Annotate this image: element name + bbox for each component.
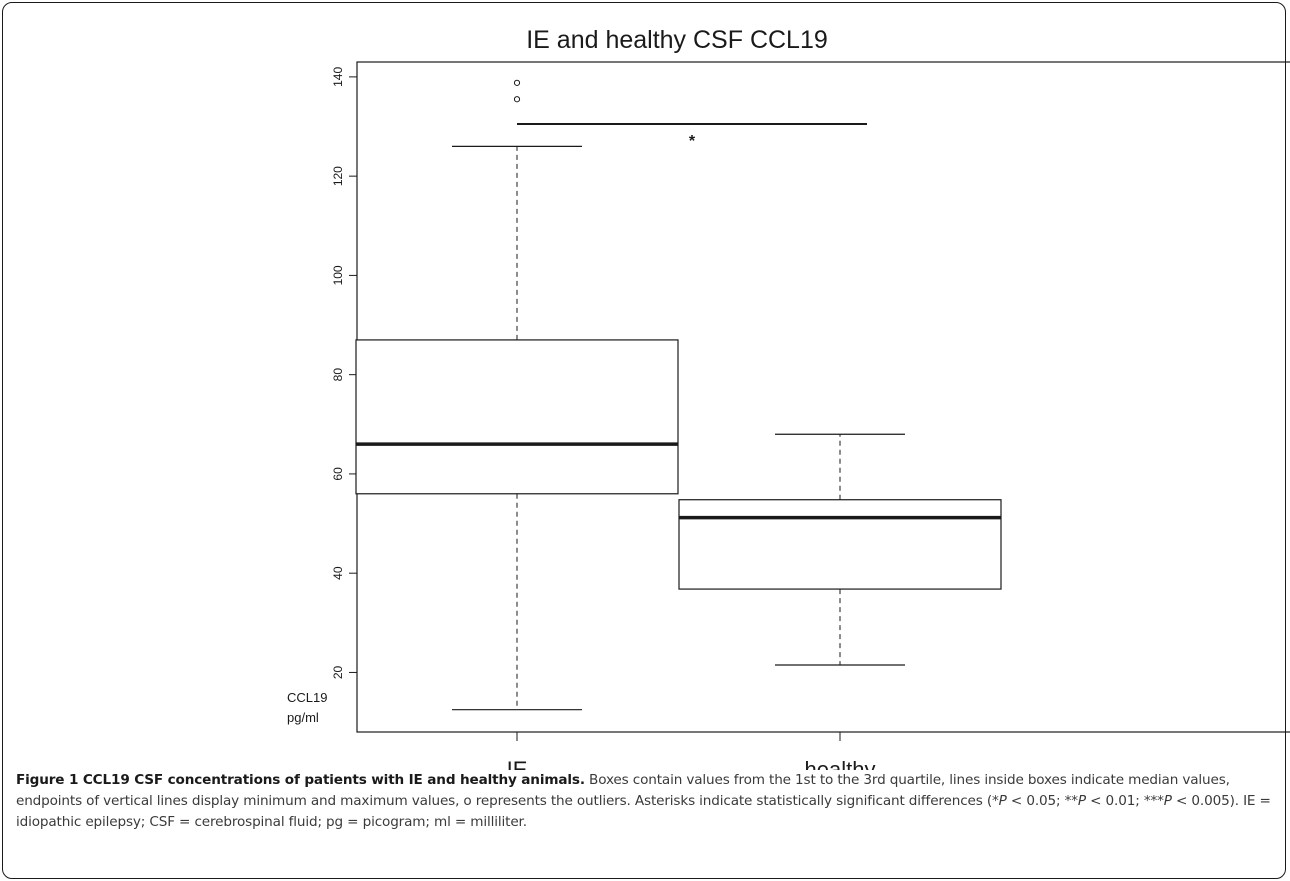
figure-caption: Figure 1 CCL19 CSF concentrations of pat… xyxy=(16,770,1278,833)
caption-sig3-p: P xyxy=(1163,793,1172,809)
caption-sig3-threshold-and-abbreviations: < 0.005). IE = idiopathic epilepsy; CSF … xyxy=(16,793,1271,830)
box-plot-chart: IE and healthy CSF CCL19 20 40 60 80 100 120 1… xyxy=(287,26,1290,770)
y-tick-label-40: 40 xyxy=(331,566,345,580)
caption-sig2-p: P xyxy=(1077,793,1086,809)
caption-title: Figure 1 CCL19 CSF concentrations of pat… xyxy=(16,772,585,788)
significance-group: * xyxy=(517,123,867,150)
caption-sig2-threshold: < 0.01; xyxy=(1085,793,1144,809)
x-tick-label-IE: IE xyxy=(507,757,528,770)
y-tick-label-140: 140 xyxy=(331,67,345,87)
y-axis-label-line1: CCL19 xyxy=(287,690,327,705)
y-tick-label-100: 100 xyxy=(331,265,345,285)
caption-sig2-stars: ** xyxy=(1064,793,1078,809)
y-tick-label-80: 80 xyxy=(331,368,345,382)
caption-body: Boxes contain values from the 1st to the… xyxy=(16,772,1230,809)
y-axis-label-line2: pg/ml xyxy=(287,710,319,725)
y-tick-label-60: 60 xyxy=(331,467,345,481)
y-tick-label-20: 20 xyxy=(331,665,345,679)
box-rect-IE xyxy=(355,339,679,495)
y-axis: 20 40 60 80 100 120 140 xyxy=(331,67,358,679)
x-axis: IE healthy xyxy=(507,732,876,770)
y-tick-label-120: 120 xyxy=(331,166,345,186)
boxes-group xyxy=(355,79,1002,711)
outlier-IE-0 xyxy=(513,96,521,103)
x-tick-label-healthy: healthy xyxy=(805,757,876,770)
box-rect-healthy xyxy=(678,499,1002,590)
caption-sig1-stars: * xyxy=(992,793,999,809)
significance-asterisk: * xyxy=(689,133,696,150)
caption-sig3-stars: *** xyxy=(1143,793,1164,809)
box-healthy xyxy=(678,433,1002,666)
caption-sig1-threshold: < 0.05; xyxy=(1006,793,1065,809)
chart-title: IE and healthy CSF CCL19 xyxy=(526,26,828,54)
outlier-IE-1 xyxy=(513,79,521,86)
box-IE xyxy=(355,79,679,711)
caption-sig1-p: P xyxy=(998,793,1007,809)
